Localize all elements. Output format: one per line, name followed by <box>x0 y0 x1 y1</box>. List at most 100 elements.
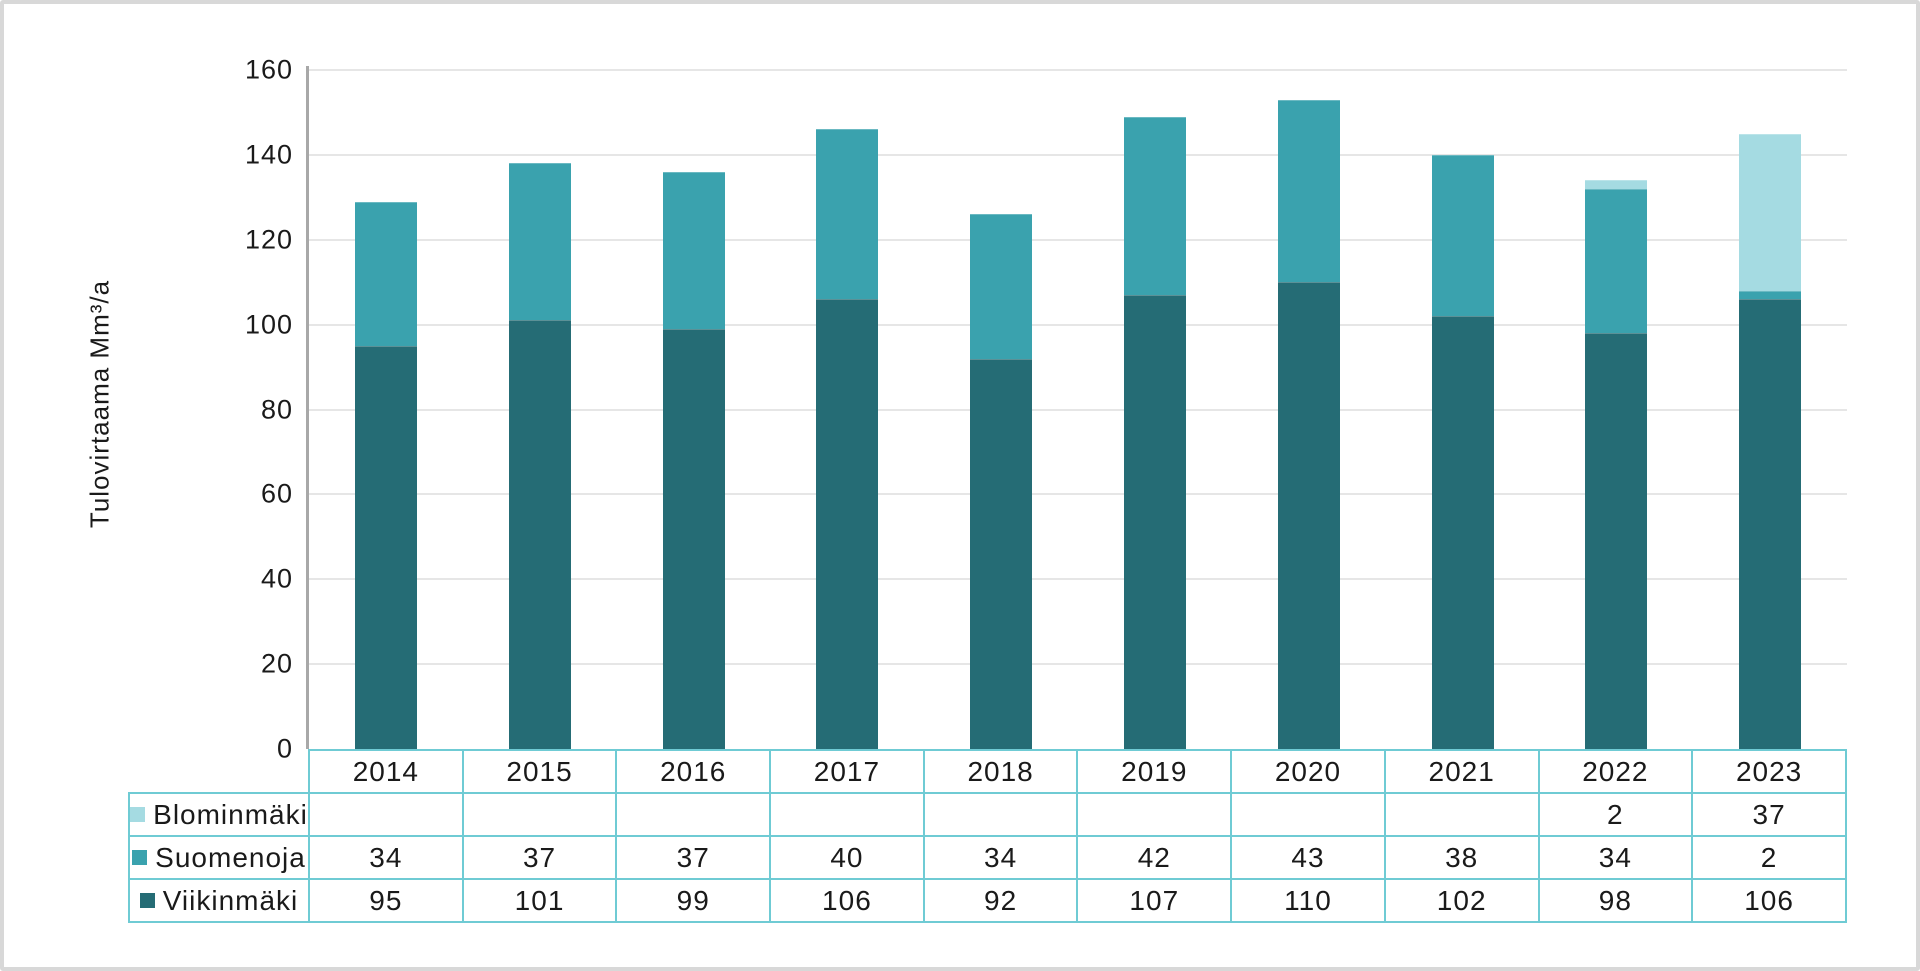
bar-segment-viikinmäki-2018 <box>970 358 1033 749</box>
legend-swatch-icon <box>132 849 148 865</box>
value-cell-suomenoja-2017: 40 <box>769 835 925 880</box>
value-cell-suomenoja-2023: 2 <box>1691 835 1847 880</box>
year-label-2017: 2017 <box>769 749 925 794</box>
value-cell-viikinmäki-2015: 101 <box>461 878 618 923</box>
bar-2018 <box>970 214 1033 749</box>
value-cell-blominmäki-2023: 37 <box>1691 792 1847 837</box>
bar-segment-viikinmäki-2015 <box>508 320 571 749</box>
bar-segment-suomenoja-2021 <box>1431 154 1494 317</box>
gridline-y-40 <box>309 578 1847 581</box>
legend-label: Suomenoja <box>155 841 306 873</box>
bar-2016 <box>662 171 725 749</box>
value-cell-blominmäki-2017 <box>769 792 925 837</box>
value-cell-blominmäki-2019 <box>1076 792 1233 837</box>
bar-segment-suomenoja-2020 <box>1277 99 1340 283</box>
value-cell-suomenoja-2018: 34 <box>922 835 1079 880</box>
year-label-2019: 2019 <box>1076 749 1233 794</box>
bar-segment-viikinmäki-2020 <box>1277 282 1340 749</box>
value-cell-blominmäki-2021 <box>1383 792 1540 837</box>
value-cell-suomenoja-2015: 37 <box>461 835 618 880</box>
y-tick-label: 160 <box>244 54 293 85</box>
year-label-2018: 2018 <box>922 749 1079 794</box>
value-cell-suomenoja-2014: 34 <box>308 835 464 880</box>
y-axis-line <box>306 66 309 749</box>
legend-cell-viikinmäki: Viikinmäki <box>128 878 310 923</box>
bar-segment-suomenoja-2022 <box>1585 188 1648 334</box>
y-tick-label: 20 <box>260 648 293 679</box>
value-cell-blominmäki-2022: 2 <box>1537 792 1694 837</box>
table-header-row: 2014 2015 2016 2017 2018 2019 2020 2021 2022 2023 <box>129 749 1847 794</box>
bar-2023 <box>1739 133 1802 749</box>
y-tick-label: 80 <box>260 394 293 424</box>
value-cell-viikinmäki-2016: 99 <box>615 878 772 923</box>
value-cell-viikinmäki-2017: 106 <box>769 878 925 923</box>
value-cell-suomenoja-2022: 34 <box>1537 835 1694 880</box>
gridline-y-20 <box>309 663 1847 666</box>
bar-2014 <box>354 201 417 749</box>
value-cell-blominmäki-2020 <box>1230 792 1386 837</box>
value-cell-viikinmäki-2020: 110 <box>1230 878 1386 923</box>
year-label-2016: 2016 <box>615 749 772 794</box>
y-tick-label: 40 <box>260 563 293 594</box>
bar-segment-suomenoja-2017 <box>816 129 879 300</box>
gridline-y-140 <box>309 153 1847 156</box>
bar-segment-suomenoja-2023 <box>1739 290 1802 300</box>
bar-segment-blominmäki-2023 <box>1739 133 1802 291</box>
y-axis-title-text: Tulovirtaama Mm³/a <box>84 279 115 529</box>
value-cell-blominmäki-2015 <box>461 792 618 837</box>
year-label-2015: 2015 <box>461 749 618 794</box>
bar-segment-suomenoja-2018 <box>970 214 1033 359</box>
bar-segment-viikinmäki-2023 <box>1739 299 1802 749</box>
y-tick-label: 140 <box>244 139 293 170</box>
bar-segment-suomenoja-2014 <box>354 201 417 346</box>
year-label-2021: 2021 <box>1383 749 1540 794</box>
legend-label: Viikinmäki <box>162 884 299 916</box>
bar-2015 <box>508 163 571 749</box>
gridline-y-100 <box>309 323 1847 326</box>
gridline-y-60 <box>309 493 1847 496</box>
bar-2020 <box>1277 99 1340 749</box>
bar-segment-suomenoja-2019 <box>1123 116 1186 295</box>
value-cell-suomenoja-2020: 43 <box>1230 835 1386 880</box>
data-table: 2014 2015 2016 2017 2018 2019 2020 2021 2022 2023… <box>128 749 1847 923</box>
bar-segment-blominmäki-2022 <box>1585 180 1648 189</box>
bar-2021 <box>1431 154 1494 749</box>
bar-segment-viikinmäki-2014 <box>354 345 417 749</box>
y-tick-label: 120 <box>244 224 293 255</box>
table-row-blominmäki: Blominmäki 2 37 <box>128 792 1847 837</box>
bar-segment-viikinmäki-2021 <box>1431 316 1494 749</box>
value-cell-viikinmäki-2021: 102 <box>1383 878 1540 923</box>
gridline-y-120 <box>309 238 1847 241</box>
value-cell-viikinmäki-2022: 98 <box>1537 878 1694 923</box>
table-row-viikinmäki: Viikinmäki 95 101 99 106 92 107 110 102 98 106 <box>128 878 1847 923</box>
stacked-bar-chart: Tulovirtaama Mm³/a 0 20 40 60 80 100 120 140 160 <box>4 4 1916 967</box>
legend-swatch-icon <box>139 892 155 908</box>
legend-label: Blominmäki <box>153 798 308 830</box>
bar-segment-suomenoja-2015 <box>508 163 571 321</box>
value-cell-viikinmäki-2019: 107 <box>1076 878 1233 923</box>
table-corner-cell <box>129 750 309 793</box>
bar-segment-viikinmäki-2016 <box>662 328 725 749</box>
bar-2022 <box>1585 180 1648 749</box>
year-label-2022: 2022 <box>1537 749 1694 794</box>
year-label-2014: 2014 <box>308 749 464 794</box>
value-cell-viikinmäki-2018: 92 <box>922 878 1079 923</box>
y-tick-label: 100 <box>244 309 293 340</box>
legend-cell-blominmäki: Blominmäki <box>128 792 310 837</box>
value-cell-blominmäki-2018 <box>922 792 1079 837</box>
y-tick-label: 60 <box>260 478 293 509</box>
value-cell-blominmäki-2016 <box>615 792 772 837</box>
bar-segment-viikinmäki-2019 <box>1123 294 1186 749</box>
year-label-2020: 2020 <box>1230 749 1386 794</box>
value-cell-suomenoja-2021: 38 <box>1383 835 1540 880</box>
y-tick-label: 0 <box>276 733 293 764</box>
value-cell-viikinmäki-2023: 106 <box>1691 878 1847 923</box>
bar-segment-suomenoja-2016 <box>662 171 725 329</box>
gridline-y-160 <box>309 69 1847 71</box>
table-row-suomenoja: Suomenoja 34 37 37 40 34 42 43 38 34 2 <box>128 835 1847 880</box>
bar-2019 <box>1123 116 1186 749</box>
legend-cell-suomenoja: Suomenoja <box>128 835 310 880</box>
gridline-y-80 <box>309 408 1847 411</box>
bar-2017 <box>816 129 879 749</box>
